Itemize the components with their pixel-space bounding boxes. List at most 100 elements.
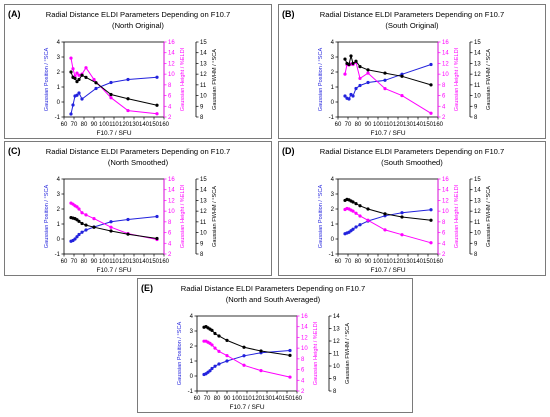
y-fwhm-tick-label: 14 [474, 188, 481, 194]
x-tick-label: 150 [423, 259, 434, 265]
x-tick-label: 160 [433, 259, 444, 265]
data-point-height [354, 211, 358, 215]
data-point-fwhm [225, 338, 229, 342]
y-height-tick-label: 4 [442, 241, 446, 247]
y-fwhm-axis-label: Gaussian FWHM / °SCA [345, 323, 351, 384]
y-fwhm-tick-label: 11 [200, 220, 207, 226]
y-height-tick-label: 16 [301, 314, 308, 320]
y-fwhm-tick-label: 10 [474, 94, 481, 100]
y-left-tick-label: 1 [331, 85, 335, 91]
data-point-fwhm [84, 223, 88, 227]
y-height-tick-label: 6 [168, 231, 172, 237]
panel-border [278, 4, 546, 139]
y-height-tick-label: 8 [168, 83, 172, 89]
x-tick-label: 90 [91, 259, 98, 265]
data-point-height [84, 66, 88, 70]
x-tick-label: 160 [159, 122, 170, 128]
y-height-tick-label: 6 [442, 231, 446, 237]
y-fwhm-tick-label: 14 [200, 51, 207, 57]
data-point-left [225, 359, 229, 363]
data-point-height [69, 56, 73, 60]
x-axis-label: F10.7 / SFU [229, 404, 264, 411]
x-tick-label: 110 [109, 259, 119, 265]
data-point-left [383, 78, 387, 82]
y-left-tick-label: 1 [57, 85, 61, 91]
y-height-tick-label: 2 [301, 389, 305, 395]
x-tick-label: 70 [71, 122, 78, 128]
y-height-tick-label: 4 [442, 104, 446, 110]
data-point-left [354, 225, 358, 229]
y-fwhm-tick-label: 13 [200, 198, 207, 204]
y-height-axis-label: Gaussian Height / %ELDI [454, 184, 460, 248]
y-height-tick-label: 12 [168, 61, 175, 67]
x-tick-label: 120 [119, 122, 130, 128]
y-height-tick-label: 8 [442, 220, 446, 226]
y-height-tick-label: 4 [301, 378, 305, 384]
data-point-left [288, 348, 292, 353]
data-point-fwhm [351, 61, 355, 66]
x-tick-label: 140 [413, 122, 424, 128]
x-tick-label: 80 [355, 122, 362, 128]
data-point-height [71, 67, 75, 71]
y-height-tick-label: 12 [301, 335, 308, 341]
x-tick-label: 80 [81, 122, 88, 128]
data-point-left [84, 228, 88, 232]
y-left-tick-label: 0 [331, 237, 335, 243]
x-tick-label: 130 [403, 259, 414, 265]
x-axis-label: F10.7 / SFU [370, 130, 405, 137]
data-point-left [351, 94, 355, 98]
x-tick-label: 60 [194, 396, 201, 402]
data-point-fwhm [383, 71, 387, 75]
data-point-left [210, 366, 214, 371]
y-left-tick-label: 3 [331, 55, 335, 61]
x-tick-label: 100 [373, 259, 384, 265]
panel-label: (E) [141, 283, 153, 293]
data-point-fwhm [80, 221, 84, 226]
data-point-height [343, 72, 347, 76]
data-point-left [75, 235, 79, 239]
data-point-fwhm [210, 328, 214, 332]
data-point-fwhm [343, 57, 347, 61]
data-point-fwhm [75, 80, 79, 84]
data-point-height [77, 73, 81, 77]
y-fwhm-tick-label: 9 [200, 241, 204, 247]
y-fwhm-tick-label: 15 [474, 40, 481, 46]
y-height-axis-label: Gaussian Height / %ELDI [313, 321, 319, 385]
data-point-left [126, 217, 130, 222]
y-left-tick-label: 3 [57, 192, 61, 198]
y-left-tick-label: 4 [331, 177, 335, 183]
x-tick-label: 110 [242, 396, 252, 402]
data-point-height [351, 209, 355, 213]
data-point-fwhm [429, 218, 433, 222]
y-height-tick-label: 2 [168, 252, 172, 258]
chart-title: Radial Distance ELDI Parameters Dependin… [320, 10, 504, 19]
x-tick-label: 80 [81, 259, 88, 265]
x-tick-label: 150 [149, 259, 160, 265]
y-left-tick-label: -1 [329, 115, 335, 121]
y-height-tick-label: 10 [442, 209, 449, 215]
panel-border [278, 141, 546, 276]
data-point-fwhm [349, 54, 353, 58]
data-point-left [109, 80, 113, 85]
data-point-height [92, 217, 96, 221]
y-height-tick-label: 2 [442, 115, 446, 121]
x-tick-label: 60 [335, 122, 342, 128]
y-height-tick-label: 4 [168, 104, 172, 110]
y-left-axis-label: Gaussian Position / °SCA [44, 47, 50, 111]
x-tick-label: 140 [272, 396, 283, 402]
x-tick-label: 100 [99, 259, 110, 265]
data-point-height [358, 76, 362, 81]
y-fwhm-tick-label: 8 [200, 252, 204, 258]
y-fwhm-tick-label: 13 [474, 61, 481, 67]
x-tick-label: 130 [262, 396, 273, 402]
data-point-height [400, 233, 404, 237]
y-height-tick-label: 6 [168, 94, 172, 100]
panel-border [137, 278, 413, 413]
y-fwhm-tick-label: 11 [474, 220, 481, 226]
data-point-fwhm [366, 207, 370, 211]
data-point-left [109, 220, 113, 224]
panel-label: (C) [8, 146, 21, 156]
y-height-tick-label: 14 [168, 188, 175, 194]
data-point-left [343, 94, 347, 98]
data-point-left [217, 362, 221, 366]
